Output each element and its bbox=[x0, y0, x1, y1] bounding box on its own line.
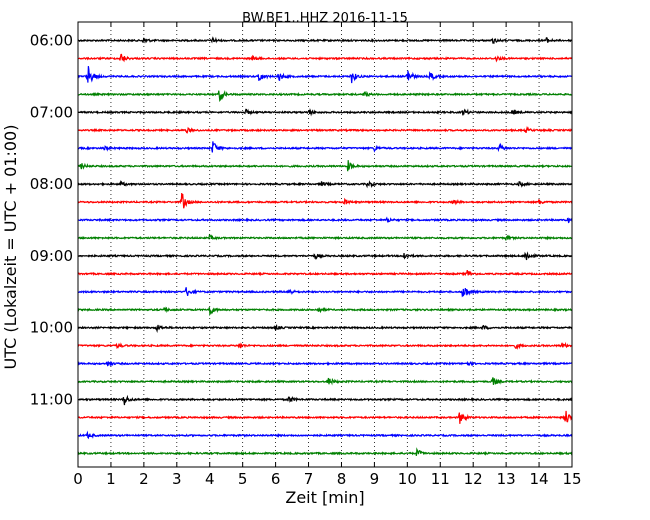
x-axis-ticks: 0 1 2 3 4 5 6 7 8 9 10 11 12 13 14 15 bbox=[73, 22, 582, 488]
x-tick-label: 12 bbox=[464, 470, 483, 488]
trace-1130 bbox=[77, 430, 573, 440]
x-tick-label: 0 bbox=[73, 470, 83, 488]
x-tick-label: 8 bbox=[337, 470, 347, 488]
x-tick-label: 11 bbox=[431, 470, 450, 488]
trace-1000 bbox=[77, 324, 573, 334]
trace-0845 bbox=[77, 233, 573, 241]
x-tick-label: 15 bbox=[562, 470, 581, 488]
x-axis-label: Zeit [min] bbox=[285, 488, 364, 507]
trace-0615 bbox=[77, 53, 573, 63]
trace-0700 bbox=[77, 108, 573, 117]
x-tick-label: 13 bbox=[497, 470, 516, 488]
trace-0900 bbox=[77, 251, 573, 261]
x-tick-label: 6 bbox=[271, 470, 281, 488]
x-tick-label: 9 bbox=[370, 470, 380, 488]
trace-0800 bbox=[77, 180, 573, 189]
x-tick-label: 3 bbox=[172, 470, 182, 488]
y-tick-label: 09:00 bbox=[30, 247, 73, 265]
trace-0945 bbox=[77, 306, 573, 317]
trace-1015 bbox=[77, 341, 573, 351]
y-tick-label: 08:00 bbox=[30, 175, 73, 193]
plot-frame bbox=[77, 21, 573, 468]
x-tick-label: 4 bbox=[205, 470, 215, 488]
trace-1045 bbox=[77, 377, 573, 386]
trace-1100 bbox=[77, 394, 573, 406]
trace-0915 bbox=[77, 270, 573, 277]
trace-0730 bbox=[77, 141, 573, 153]
x-tick-label: 10 bbox=[398, 470, 417, 488]
trace-0715 bbox=[77, 125, 573, 134]
y-axis-label: UTC (Lokalzeit = UTC + 01:00) bbox=[1, 125, 20, 370]
trace-0830 bbox=[77, 216, 573, 224]
x-tick-label: 2 bbox=[139, 470, 149, 488]
x-tick-label: 1 bbox=[106, 470, 116, 488]
y-tick-label: 10:00 bbox=[30, 319, 73, 337]
trace-0745 bbox=[77, 160, 573, 172]
x-tick-label: 7 bbox=[304, 470, 314, 488]
y-tick-label: 11:00 bbox=[30, 391, 73, 409]
trace-0600 bbox=[77, 36, 573, 45]
trace-0930 bbox=[77, 287, 573, 298]
y-axis-ticks: 06:00 07:00 08:00 09:00 10:00 11:00 bbox=[30, 32, 572, 409]
y-tick-label: 06:00 bbox=[30, 32, 73, 50]
x-tick-label: 14 bbox=[530, 470, 549, 488]
x-tick-label: 5 bbox=[238, 470, 248, 488]
trace-0645 bbox=[77, 89, 573, 103]
trace-1145 bbox=[77, 447, 573, 456]
traces bbox=[77, 36, 573, 456]
y-tick-label: 07:00 bbox=[30, 103, 73, 121]
trace-0815 bbox=[77, 192, 573, 209]
trace-1030 bbox=[77, 360, 573, 367]
trace-1115 bbox=[77, 410, 573, 424]
trace-0630 bbox=[77, 66, 573, 84]
